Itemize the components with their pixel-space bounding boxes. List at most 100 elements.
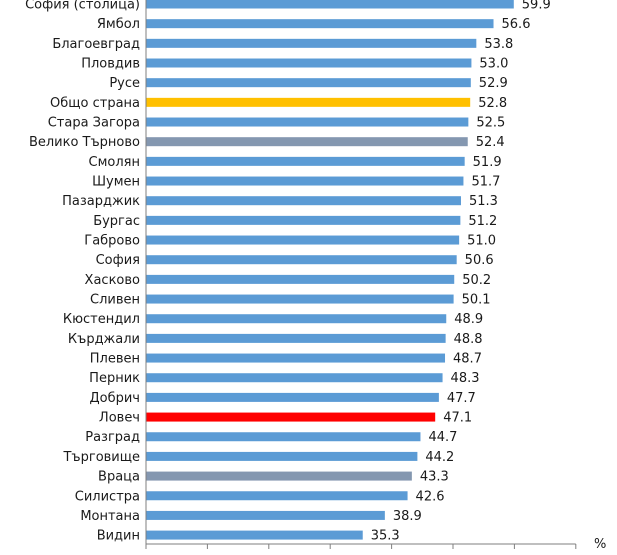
value-label: 52.8 bbox=[478, 96, 507, 111]
category-label: Бургас bbox=[93, 214, 140, 229]
category-label: Враца bbox=[98, 470, 140, 485]
value-label: 50.2 bbox=[462, 273, 491, 288]
category-label: Кърджали bbox=[68, 332, 140, 347]
bar bbox=[146, 156, 465, 166]
bar bbox=[146, 215, 461, 225]
value-label: 48.8 bbox=[454, 332, 483, 347]
value-label: 52.9 bbox=[479, 76, 508, 91]
category-label: София bbox=[96, 253, 140, 268]
bar bbox=[146, 392, 439, 402]
value-label: 48.3 bbox=[451, 371, 480, 386]
bar bbox=[146, 196, 461, 206]
category-label: Разград bbox=[85, 430, 140, 445]
value-label: 47.7 bbox=[447, 391, 476, 406]
value-label: 53.0 bbox=[479, 57, 508, 72]
bar bbox=[146, 0, 514, 9]
bar-row: Добрич 47.7 bbox=[89, 391, 475, 406]
bar-row: Ловеч 47.1 bbox=[99, 411, 472, 426]
value-label: 43.3 bbox=[420, 470, 449, 485]
bar bbox=[146, 274, 455, 284]
bar bbox=[146, 510, 385, 520]
bar bbox=[146, 530, 363, 540]
category-label: Силистра bbox=[75, 489, 140, 504]
bar bbox=[146, 19, 494, 29]
value-label: 51.0 bbox=[467, 234, 496, 249]
value-label: 50.1 bbox=[462, 293, 491, 308]
bar bbox=[146, 137, 468, 147]
category-label: София (столица) bbox=[25, 0, 140, 13]
category-label: Пловдив bbox=[81, 57, 140, 72]
bar bbox=[146, 97, 471, 107]
bar-row: Шумен 51.7 bbox=[92, 175, 500, 190]
bar-row: София 50.6 bbox=[96, 253, 494, 268]
category-label: Благоевград bbox=[52, 37, 140, 52]
x-axis-unit-label: % bbox=[594, 537, 606, 550]
bar bbox=[146, 117, 469, 127]
bar-row: Разград 44.7 bbox=[85, 430, 457, 445]
bars-layer: София (столица) 59.9 Ямбол 56.6 Благоевград 5… bbox=[25, 0, 551, 544]
bar bbox=[146, 58, 472, 68]
bar bbox=[146, 333, 446, 343]
bar bbox=[146, 432, 421, 442]
category-label: Перник bbox=[89, 371, 140, 386]
bar-row: Враца 43.3 bbox=[98, 470, 449, 485]
bar-row: Русе 52.9 bbox=[109, 76, 507, 91]
value-label: 51.9 bbox=[473, 155, 502, 170]
bar-row: Ямбол 56.6 bbox=[97, 17, 531, 32]
bar-row: Пазарджик 51.3 bbox=[62, 194, 498, 209]
bar-row: София (столица) 59.9 bbox=[25, 0, 551, 13]
bar bbox=[146, 78, 471, 88]
value-label: 47.1 bbox=[443, 411, 472, 426]
category-label: Добрич bbox=[89, 391, 140, 406]
bar bbox=[146, 294, 454, 304]
bar-row: Монтана 38.9 bbox=[80, 509, 421, 524]
bar-row: Благоевград 53.8 bbox=[52, 37, 513, 52]
bar bbox=[146, 471, 412, 481]
value-label: 44.2 bbox=[425, 450, 454, 465]
category-label: Кюстендил bbox=[63, 312, 140, 327]
bar-row: Кърджали 48.8 bbox=[68, 332, 483, 347]
bar-row: Плевен 48.7 bbox=[90, 352, 482, 367]
category-label: Ловеч bbox=[99, 411, 140, 426]
bar-row: Велико Търново 52.4 bbox=[29, 135, 505, 150]
category-label: Габрово bbox=[84, 234, 140, 249]
value-label: 50.6 bbox=[465, 253, 494, 268]
category-label: Видин bbox=[97, 529, 140, 544]
bar bbox=[146, 38, 477, 48]
bar-row: Общо страна 52.8 bbox=[50, 96, 507, 111]
value-label: 53.8 bbox=[484, 37, 513, 52]
category-label: Русе bbox=[109, 76, 140, 91]
value-label: 51.3 bbox=[469, 194, 498, 209]
bar bbox=[146, 412, 436, 422]
category-label: Пазарджик bbox=[62, 194, 140, 209]
bar-row: Габрово 51.0 bbox=[84, 234, 496, 249]
bar-row: Видин 35.3 bbox=[97, 529, 400, 544]
x-axis-ticks bbox=[145, 544, 577, 549]
value-label: 35.3 bbox=[371, 529, 400, 544]
category-label: Хасково bbox=[85, 273, 140, 288]
category-label: Общо страна bbox=[50, 96, 140, 111]
value-label: 48.7 bbox=[453, 352, 482, 367]
bar bbox=[146, 255, 457, 265]
category-label: Смолян bbox=[89, 155, 140, 170]
value-label: 42.6 bbox=[416, 489, 445, 504]
value-label: 56.6 bbox=[502, 17, 531, 32]
value-label: 59.9 bbox=[522, 0, 551, 13]
value-label: 52.4 bbox=[476, 135, 505, 150]
bar-row: Кюстендил 48.9 bbox=[63, 312, 483, 327]
bar-row: Пловдив 53.0 bbox=[81, 57, 508, 72]
value-label: 51.7 bbox=[471, 175, 500, 190]
bar bbox=[146, 176, 464, 186]
bar-row: Сливен 50.1 bbox=[90, 293, 491, 308]
bar-row: Бургас 51.2 bbox=[93, 214, 497, 229]
bar-row: Стара Загора 52.5 bbox=[48, 116, 506, 131]
bar bbox=[146, 314, 447, 324]
bar-row: Смолян 51.9 bbox=[89, 155, 502, 170]
value-label: 44.7 bbox=[428, 430, 457, 445]
bar bbox=[146, 491, 408, 501]
category-label: Сливен bbox=[90, 293, 140, 308]
bar bbox=[146, 353, 446, 363]
bar bbox=[146, 451, 418, 461]
